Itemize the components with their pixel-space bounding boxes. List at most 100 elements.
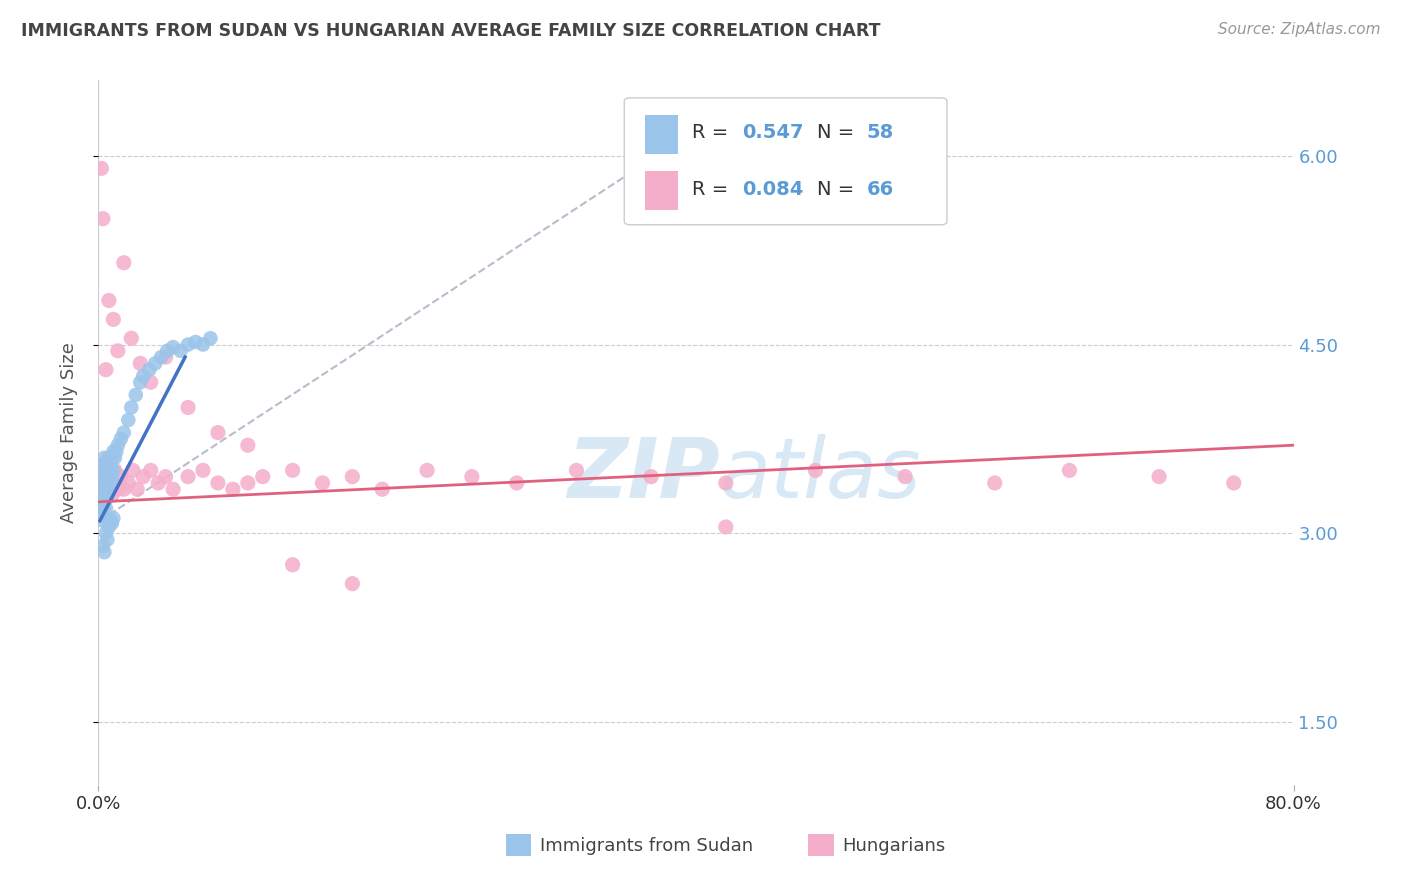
Point (94, 475, 117, 490)
Text: 66: 66 (868, 179, 894, 199)
Point (207, 425, 229, 440)
Point (461, 469, 484, 483)
Point (98, 475, 122, 490)
Point (252, 469, 274, 483)
Point (236, 475, 259, 490)
Text: N =: N = (817, 123, 860, 143)
Point (97, 520, 120, 534)
Point (91, 501, 114, 516)
Point (129, 376, 152, 390)
Point (90, 501, 112, 516)
Point (155, 469, 177, 483)
Point (177, 401, 200, 415)
Point (91, 211, 114, 226)
Point (89, 489, 111, 503)
Point (93, 457, 115, 471)
Point (143, 356, 166, 370)
Point (565, 463, 588, 477)
Point (177, 469, 200, 483)
Point (104, 450, 127, 465)
Point (97, 293, 120, 308)
Point (103, 312, 125, 326)
Text: 58: 58 (868, 123, 894, 143)
Point (90, 161, 112, 176)
Point (200, 331, 222, 345)
Point (94, 526, 117, 541)
Point (110, 432, 132, 446)
Text: N =: N = (817, 179, 860, 199)
Point (112, 425, 135, 440)
Point (96, 457, 118, 471)
Point (150, 350, 173, 364)
Point (342, 469, 364, 483)
Point (90, 463, 112, 477)
Point (89, 489, 111, 503)
Point (97, 463, 120, 477)
Point (281, 463, 304, 477)
Point (97, 482, 120, 496)
Point (94, 469, 117, 483)
Point (93, 450, 115, 465)
Point (91, 457, 114, 471)
Point (98, 514, 122, 528)
Point (177, 337, 200, 351)
Point (1059, 463, 1081, 477)
Point (103, 444, 125, 458)
Point (93, 495, 115, 509)
Point (98, 469, 122, 483)
Text: Immigrants from Sudan: Immigrants from Sudan (540, 837, 754, 855)
Point (416, 463, 439, 477)
Text: IMMIGRANTS FROM SUDAN VS HUNGARIAN AVERAGE FAMILY SIZE CORRELATION CHART: IMMIGRANTS FROM SUDAN VS HUNGARIAN AVERA… (21, 22, 880, 40)
Point (714, 520, 737, 534)
Point (112, 256, 135, 270)
Point (236, 438, 259, 452)
Point (132, 469, 155, 483)
Point (94, 463, 117, 477)
Point (93, 482, 115, 496)
Point (162, 482, 184, 496)
FancyBboxPatch shape (644, 171, 678, 211)
FancyBboxPatch shape (624, 98, 948, 225)
Text: 0.084: 0.084 (742, 179, 804, 199)
Point (1147, 469, 1170, 483)
Point (97, 450, 120, 465)
FancyBboxPatch shape (644, 115, 678, 154)
Point (94, 501, 117, 516)
Point (91, 514, 114, 528)
Point (894, 469, 917, 483)
Point (117, 475, 139, 490)
Point (93, 469, 115, 483)
Point (96, 489, 118, 503)
Point (90, 495, 112, 509)
Point (107, 343, 129, 358)
Point (169, 343, 191, 358)
Point (371, 482, 394, 496)
Point (139, 463, 162, 477)
Point (91, 475, 114, 490)
Point (90, 482, 112, 496)
Point (138, 362, 160, 376)
Point (90, 508, 112, 522)
Point (96, 475, 118, 490)
Point (104, 463, 127, 477)
Point (90, 463, 112, 477)
Point (120, 401, 142, 415)
Point (105, 444, 128, 458)
Point (101, 489, 124, 503)
Point (93, 545, 115, 559)
Point (125, 388, 148, 402)
Point (139, 376, 162, 390)
Point (101, 516, 124, 531)
Text: 0.547: 0.547 (742, 123, 804, 143)
Point (101, 450, 124, 465)
Text: Hungarians: Hungarians (842, 837, 945, 855)
Point (342, 576, 364, 591)
Point (191, 463, 214, 477)
Point (93, 482, 115, 496)
Point (96, 463, 118, 477)
Text: R =: R = (692, 179, 735, 199)
Point (640, 469, 662, 483)
Point (94, 362, 117, 376)
Point (191, 337, 214, 351)
Point (222, 482, 245, 496)
